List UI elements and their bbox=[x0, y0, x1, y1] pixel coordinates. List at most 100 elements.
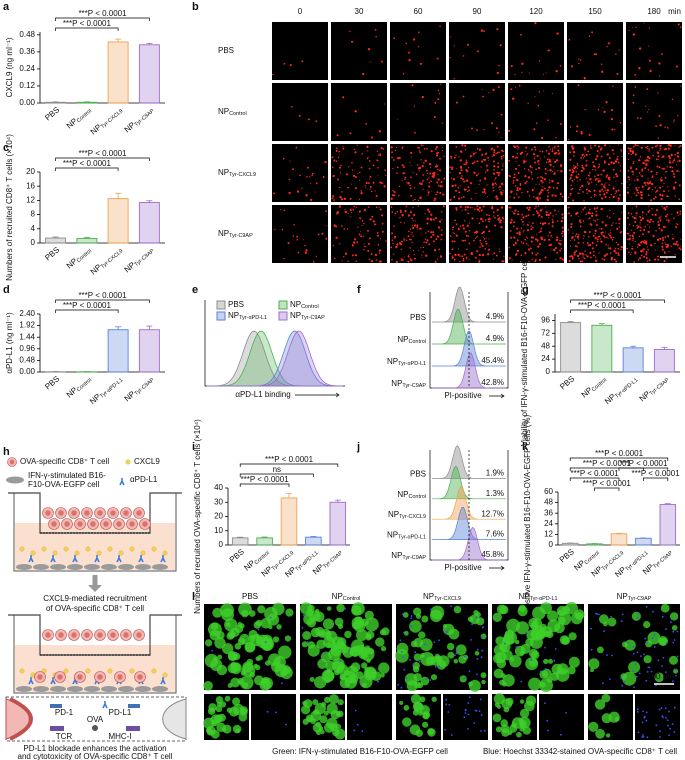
cell-dot bbox=[680, 246, 681, 247]
cell-dot bbox=[468, 259, 469, 260]
cell-dot bbox=[598, 145, 600, 147]
cell-dot bbox=[596, 224, 598, 226]
cell-dot bbox=[492, 188, 493, 189]
cell-dot bbox=[528, 248, 530, 250]
cell-dot bbox=[423, 247, 425, 249]
t-cell-signal bbox=[637, 711, 639, 713]
cell-dot bbox=[581, 260, 583, 262]
ova bbox=[92, 725, 98, 731]
cell-dot bbox=[309, 176, 310, 177]
tumor-cell-signal bbox=[324, 711, 329, 716]
cell-dot bbox=[629, 235, 631, 237]
cell-dot bbox=[516, 179, 518, 181]
t-cell-signal bbox=[672, 642, 674, 644]
cell-dot bbox=[584, 77, 586, 79]
cell-dot bbox=[548, 189, 549, 190]
cell-dot bbox=[575, 235, 576, 236]
t-cell-signal bbox=[638, 732, 640, 734]
cell-dot bbox=[350, 216, 351, 217]
t-cell-signal bbox=[637, 652, 639, 654]
cell-dot bbox=[493, 172, 495, 174]
t-cell-signal bbox=[414, 651, 416, 653]
legend-label: OVA-specific CD8⁺ T cell bbox=[20, 457, 109, 466]
t-cell-signal bbox=[450, 605, 452, 607]
cell-dot bbox=[460, 167, 462, 169]
cell-dot bbox=[485, 152, 487, 154]
cell-dot bbox=[436, 164, 437, 165]
cell-dot bbox=[467, 191, 469, 193]
cell-dot bbox=[619, 194, 621, 196]
cell-dot bbox=[659, 149, 660, 150]
cell-dot bbox=[476, 129, 478, 131]
cell-dot bbox=[533, 196, 535, 198]
cell-dot bbox=[404, 172, 405, 173]
cxcl9 bbox=[86, 669, 90, 673]
t-cell-signal bbox=[481, 714, 483, 716]
cell-dot bbox=[452, 232, 453, 233]
cell-dot bbox=[628, 153, 630, 155]
cell-dot bbox=[680, 86, 681, 87]
tumor-cell-signal bbox=[495, 702, 500, 707]
cell-dot bbox=[400, 210, 402, 212]
cell-dot bbox=[416, 174, 418, 176]
cell-dot bbox=[601, 228, 603, 230]
significance-label: ***P < 0.0001 bbox=[595, 449, 644, 458]
cell-dot bbox=[556, 187, 558, 189]
tumor-cell-signal bbox=[272, 603, 285, 616]
cell-dot bbox=[598, 178, 599, 179]
cell-dot bbox=[495, 177, 497, 179]
cell-dot bbox=[437, 258, 438, 259]
cell-dot bbox=[503, 222, 504, 223]
cell-dot bbox=[610, 237, 612, 239]
cell-dot bbox=[427, 173, 428, 174]
cell-dot bbox=[404, 222, 405, 223]
cell-dot bbox=[518, 231, 520, 233]
cell-dot bbox=[649, 259, 651, 261]
cxcl9 bbox=[141, 551, 145, 555]
cell-dot bbox=[657, 239, 659, 241]
microscopy-image bbox=[539, 694, 584, 740]
cell-dot bbox=[617, 200, 618, 201]
cell-dot bbox=[524, 252, 525, 253]
cell-dot bbox=[637, 176, 638, 177]
cell-dot bbox=[601, 71, 603, 73]
cell-dot bbox=[344, 198, 346, 200]
cell-dot bbox=[601, 156, 603, 158]
tumor-cell-signal bbox=[235, 643, 242, 650]
t-cell-signal bbox=[303, 614, 305, 616]
cell-dot bbox=[518, 211, 519, 212]
cell-dot bbox=[559, 257, 561, 259]
y-tick-label: 30 bbox=[214, 497, 223, 506]
t-cell-signal bbox=[553, 660, 555, 662]
cell-dot bbox=[588, 190, 590, 192]
cell-dot bbox=[379, 130, 381, 132]
cell-dot bbox=[402, 164, 404, 166]
cell-dot bbox=[483, 205, 485, 207]
arrow-head bbox=[88, 585, 102, 592]
cell-dot bbox=[431, 150, 433, 152]
cell-dot bbox=[677, 224, 679, 226]
cell-dot bbox=[657, 259, 659, 261]
cell-dot bbox=[397, 243, 398, 244]
cell-dot bbox=[645, 240, 647, 242]
cell-dot bbox=[632, 102, 634, 104]
cell-dot bbox=[590, 145, 592, 147]
t-cell-signal bbox=[675, 669, 677, 671]
cell-dot bbox=[501, 156, 503, 158]
cell-dot bbox=[476, 174, 478, 176]
cell-dot bbox=[570, 177, 572, 179]
tumor-cell bbox=[118, 686, 134, 692]
cell-dot bbox=[488, 92, 489, 93]
tumor-cell-signal bbox=[558, 612, 571, 625]
cell-dot bbox=[584, 207, 586, 209]
cell-dot bbox=[361, 167, 363, 169]
tumor-cell-signal bbox=[576, 612, 584, 620]
cell-dot bbox=[348, 166, 349, 167]
cell-dot bbox=[547, 195, 549, 197]
t-cell-nucleus bbox=[58, 510, 64, 516]
tumor-cell-signal bbox=[644, 655, 652, 663]
t-cell-signal bbox=[307, 641, 309, 643]
cell-dot bbox=[354, 151, 356, 153]
cell-dot bbox=[526, 181, 528, 183]
x-axis-label: αPD-L1 binding bbox=[235, 390, 290, 399]
